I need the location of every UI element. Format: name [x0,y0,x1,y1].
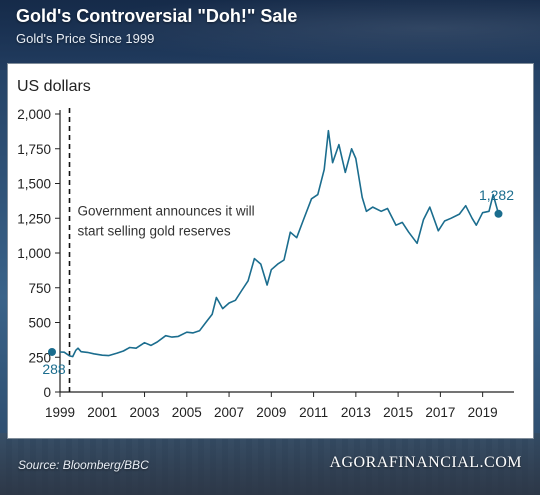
y-tick-label: 1,500 [17,177,51,192]
start-point-marker [48,347,56,356]
brand-logo: AGORAFINANCIAL.COM [329,454,522,471]
x-tick-label: 2017 [425,405,455,420]
gold-price-line [59,129,500,358]
plot-panel: US dollars 0 250 500 750 1,000 1,250 1,500 1,75… [7,63,534,439]
x-tick-label: 2009 [256,405,286,420]
x-tick-label: 1999 [45,405,75,420]
y-tick-label: 1,750 [17,142,51,157]
announcement-text-line2: start selling gold reserves [78,223,231,238]
y-tick-label: 1,250 [17,211,51,226]
start-point-label: 288 [42,361,66,377]
x-tick-label: 2019 [468,405,498,420]
x-tick-label: 2005 [172,405,202,420]
y-tick-label: 2,000 [17,107,51,122]
chart-subtitle: Gold's Price Since 1999 [16,31,155,46]
y-tick-label: 0 [43,385,51,400]
end-point-marker [494,209,503,218]
end-point-label: 1,282 [479,187,514,203]
x-tick-label: 2003 [130,405,160,420]
gold-price-chart: US dollars 0 250 500 750 1,000 1,250 1,500 1,75… [17,78,514,420]
y-tick-label: 1,000 [17,246,51,261]
announcement-text-line1: Government announces it will [78,203,255,218]
y-axis-label: US dollars [17,78,91,95]
y-tick-label: 500 [28,316,51,331]
x-tick-label: 2013 [341,405,371,420]
x-tick-label: 2007 [214,405,244,420]
x-tick-label: 2015 [383,405,413,420]
source-note: Source: Bloomberg/BBC [18,458,149,472]
chart-title: Gold's Controversial "Doh!" Sale [16,6,298,26]
x-tick-label: 2011 [299,405,328,420]
x-tick-label: 2001 [87,405,117,420]
y-tick-label: 250 [28,350,51,365]
y-tick-label: 750 [28,281,51,296]
